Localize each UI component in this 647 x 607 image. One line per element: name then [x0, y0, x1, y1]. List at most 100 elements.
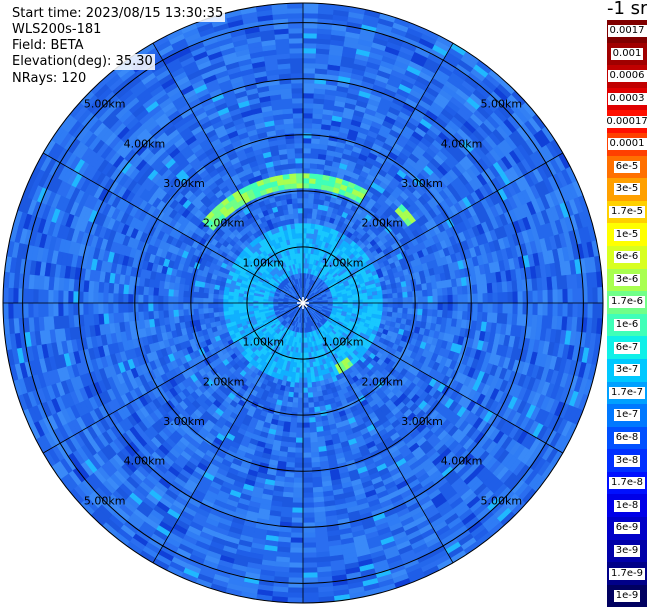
heatmap-cell	[295, 432, 304, 439]
heatmap-cell	[302, 367, 307, 374]
heatmap-cell	[452, 302, 459, 312]
heatmap-cell	[302, 57, 317, 64]
heatmap-cell	[296, 407, 304, 414]
heatmap-cell	[372, 298, 379, 304]
heatmap-cell	[302, 97, 314, 104]
heatmap-cell	[312, 391, 319, 398]
heatmap-cell	[387, 298, 394, 304]
heatmap-cell	[306, 377, 312, 384]
heatmap-cell	[302, 402, 309, 409]
heatmap-cell	[290, 527, 304, 534]
heatmap-cell	[302, 487, 314, 494]
heatmap-cell	[302, 427, 311, 434]
heatmap-cell	[397, 302, 404, 309]
heatmap-cell	[417, 308, 424, 316]
heatmap-cell	[302, 457, 312, 464]
heatmap-cell	[437, 295, 444, 304]
heatmap-cell	[577, 288, 584, 304]
heatmap-cell	[486, 312, 493, 324]
heatmap-cell	[451, 310, 459, 320]
heatmap-cell	[382, 298, 389, 304]
heatmap-cell	[422, 309, 429, 317]
heatmap-cell	[427, 289, 434, 297]
heatmap-cell	[401, 286, 408, 293]
heatmap-cell	[307, 202, 314, 209]
heatmap-cell	[507, 302, 514, 315]
heatmap-cell	[312, 486, 324, 493]
heatmap-cell	[302, 482, 313, 489]
heatmap-cell	[309, 167, 318, 174]
heatmap-cell	[298, 387, 304, 394]
heatmap-cell	[302, 167, 311, 174]
heatmap-cell	[302, 497, 314, 504]
heatmap-cell	[502, 292, 509, 304]
heatmap-cell	[302, 192, 310, 199]
heatmap-cell	[461, 311, 469, 321]
heatmap-cell	[512, 302, 519, 315]
heatmap-cell	[452, 294, 459, 304]
heatmap-cell	[302, 237, 307, 244]
heatmap-cell	[507, 291, 514, 304]
heatmap-cell	[302, 112, 314, 119]
heatmap-cell	[291, 402, 299, 409]
heatmap-cell	[295, 442, 304, 449]
heatmap-cell	[302, 177, 310, 184]
heatmap-cell	[306, 372, 312, 379]
heatmap-cell	[302, 422, 310, 429]
heatmap-cell	[302, 597, 319, 604]
heatmap-cell	[311, 137, 321, 145]
heatmap-cell	[292, 392, 299, 399]
heatmap-cell	[587, 287, 594, 304]
heatmap-cell	[447, 294, 454, 304]
heatmap-cell	[487, 292, 494, 304]
heatmap-cell	[441, 287, 449, 296]
heatmap-cell	[302, 217, 308, 224]
heatmap-cell	[305, 362, 311, 369]
heatmap-cell	[461, 285, 469, 295]
heatmap-cell	[291, 517, 304, 524]
heatmap-cell	[492, 302, 499, 314]
heatmap-cell	[547, 289, 554, 304]
heatmap-cell	[289, 542, 304, 549]
heatmap-cell	[367, 302, 374, 307]
heatmap-cell	[302, 117, 313, 124]
heatmap-cell	[308, 192, 315, 199]
heatmap-cell	[309, 427, 317, 434]
heatmap-cell	[402, 302, 409, 309]
heatmap-cell	[287, 587, 304, 594]
heatmap-cell	[362, 295, 369, 301]
heatmap-cell	[302, 102, 314, 109]
heatmap-cell	[407, 296, 414, 304]
heatmap-cell	[427, 295, 434, 304]
heatmap-cell	[294, 447, 304, 454]
heatmap-cell	[294, 457, 304, 464]
heatmap-cell	[292, 492, 304, 499]
heatmap-cell	[302, 87, 315, 94]
heatmap-cell	[290, 537, 304, 544]
heatmap-cell	[308, 407, 315, 414]
heatmap-cell	[302, 72, 316, 79]
heatmap-cell	[437, 309, 444, 318]
heatmap-cell	[298, 382, 304, 389]
heatmap-cell	[462, 294, 469, 304]
heatmap-cell	[307, 397, 314, 404]
heatmap-cell	[288, 437, 297, 444]
heatmap-cell	[289, 547, 304, 554]
heatmap-cell	[302, 512, 315, 519]
heatmap-cell	[302, 477, 313, 484]
heatmap-cell	[302, 227, 308, 234]
heatmap-cell	[302, 592, 319, 599]
heatmap-cell	[305, 347, 309, 354]
heatmap-cell	[432, 309, 439, 318]
heatmap-cell	[287, 446, 296, 454]
heatmap-cell	[302, 52, 317, 59]
heatmap-cell	[302, 377, 308, 384]
heatmap-cell	[392, 302, 399, 309]
heatmap-cell	[307, 212, 313, 219]
heatmap-cell	[377, 294, 384, 300]
heatmap-cell	[597, 287, 604, 304]
heatmap-cell	[287, 441, 296, 449]
heatmap-cell	[293, 382, 300, 389]
heatmap-cell	[302, 37, 318, 44]
heatmap-cell	[302, 202, 309, 209]
